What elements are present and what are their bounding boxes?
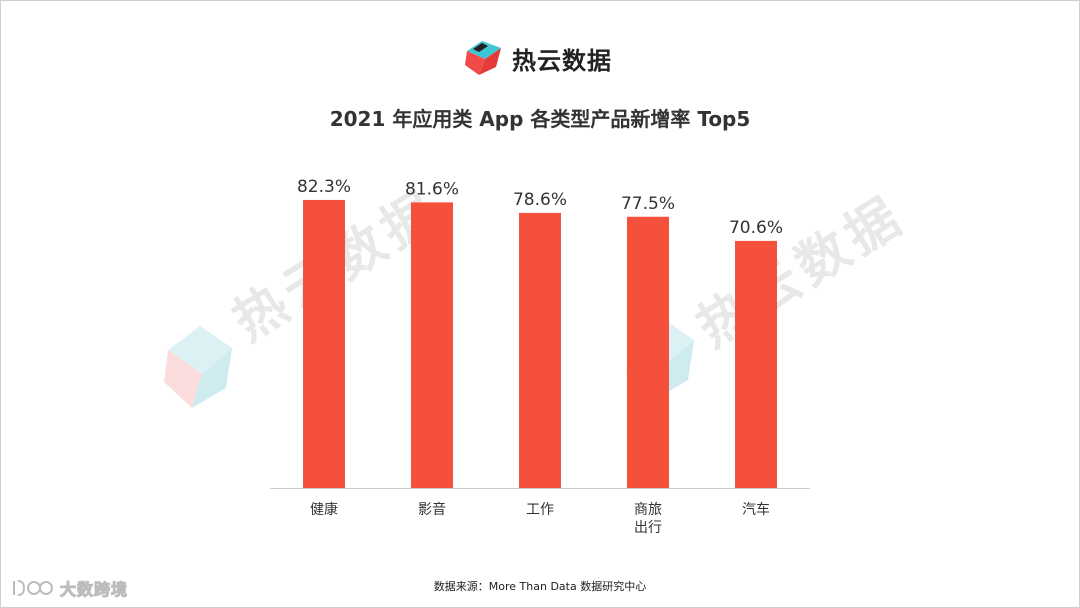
category-label-3: 工作 <box>526 502 554 518</box>
bar-value-label-3: 78.6% <box>513 190 567 210</box>
watermark-text-right: 热云数据 <box>687 185 916 359</box>
category-label-4: 商旅出行 <box>634 502 662 536</box>
brand-header: 热云数据 <box>464 40 612 76</box>
dashujk-logo-icon <box>13 580 53 596</box>
bar-5 <box>735 240 777 488</box>
corner-logo: 大数跨境 <box>10 576 128 600</box>
category-label-1: 健康 <box>310 501 338 518</box>
category-label-2: 影音 <box>418 501 446 518</box>
reyun-cube-logo-icon <box>465 41 501 75</box>
bar-1 <box>303 199 345 488</box>
bar-value-label-2: 81.6% <box>405 179 459 199</box>
brand-name: 热云数据 <box>512 46 612 75</box>
bar-value-label-4: 77.5% <box>621 194 675 214</box>
bar-4 <box>627 216 669 488</box>
chart-title: 2021 年应用类 App 各类型产品新增率 Top5 <box>329 107 751 131</box>
bars-layer <box>303 199 777 488</box>
bar-value-label-1: 82.3% <box>297 177 351 197</box>
data-source-note: 数据来源：More Than Data 数据研究中心 <box>433 580 647 593</box>
bar-2 <box>411 202 453 488</box>
bar-value-label-5: 70.6% <box>729 218 783 238</box>
bar-3 <box>519 212 561 488</box>
watermark-cube-icon-left <box>164 326 232 408</box>
labels-layer: 82.3% 健康 81.6% 影音 78.6% 工作 77.5% 商旅出行 70.6% 汽车 <box>297 177 783 536</box>
corner-logo-text: 大数跨境 <box>59 580 129 600</box>
category-label-5: 汽车 <box>742 501 770 518</box>
